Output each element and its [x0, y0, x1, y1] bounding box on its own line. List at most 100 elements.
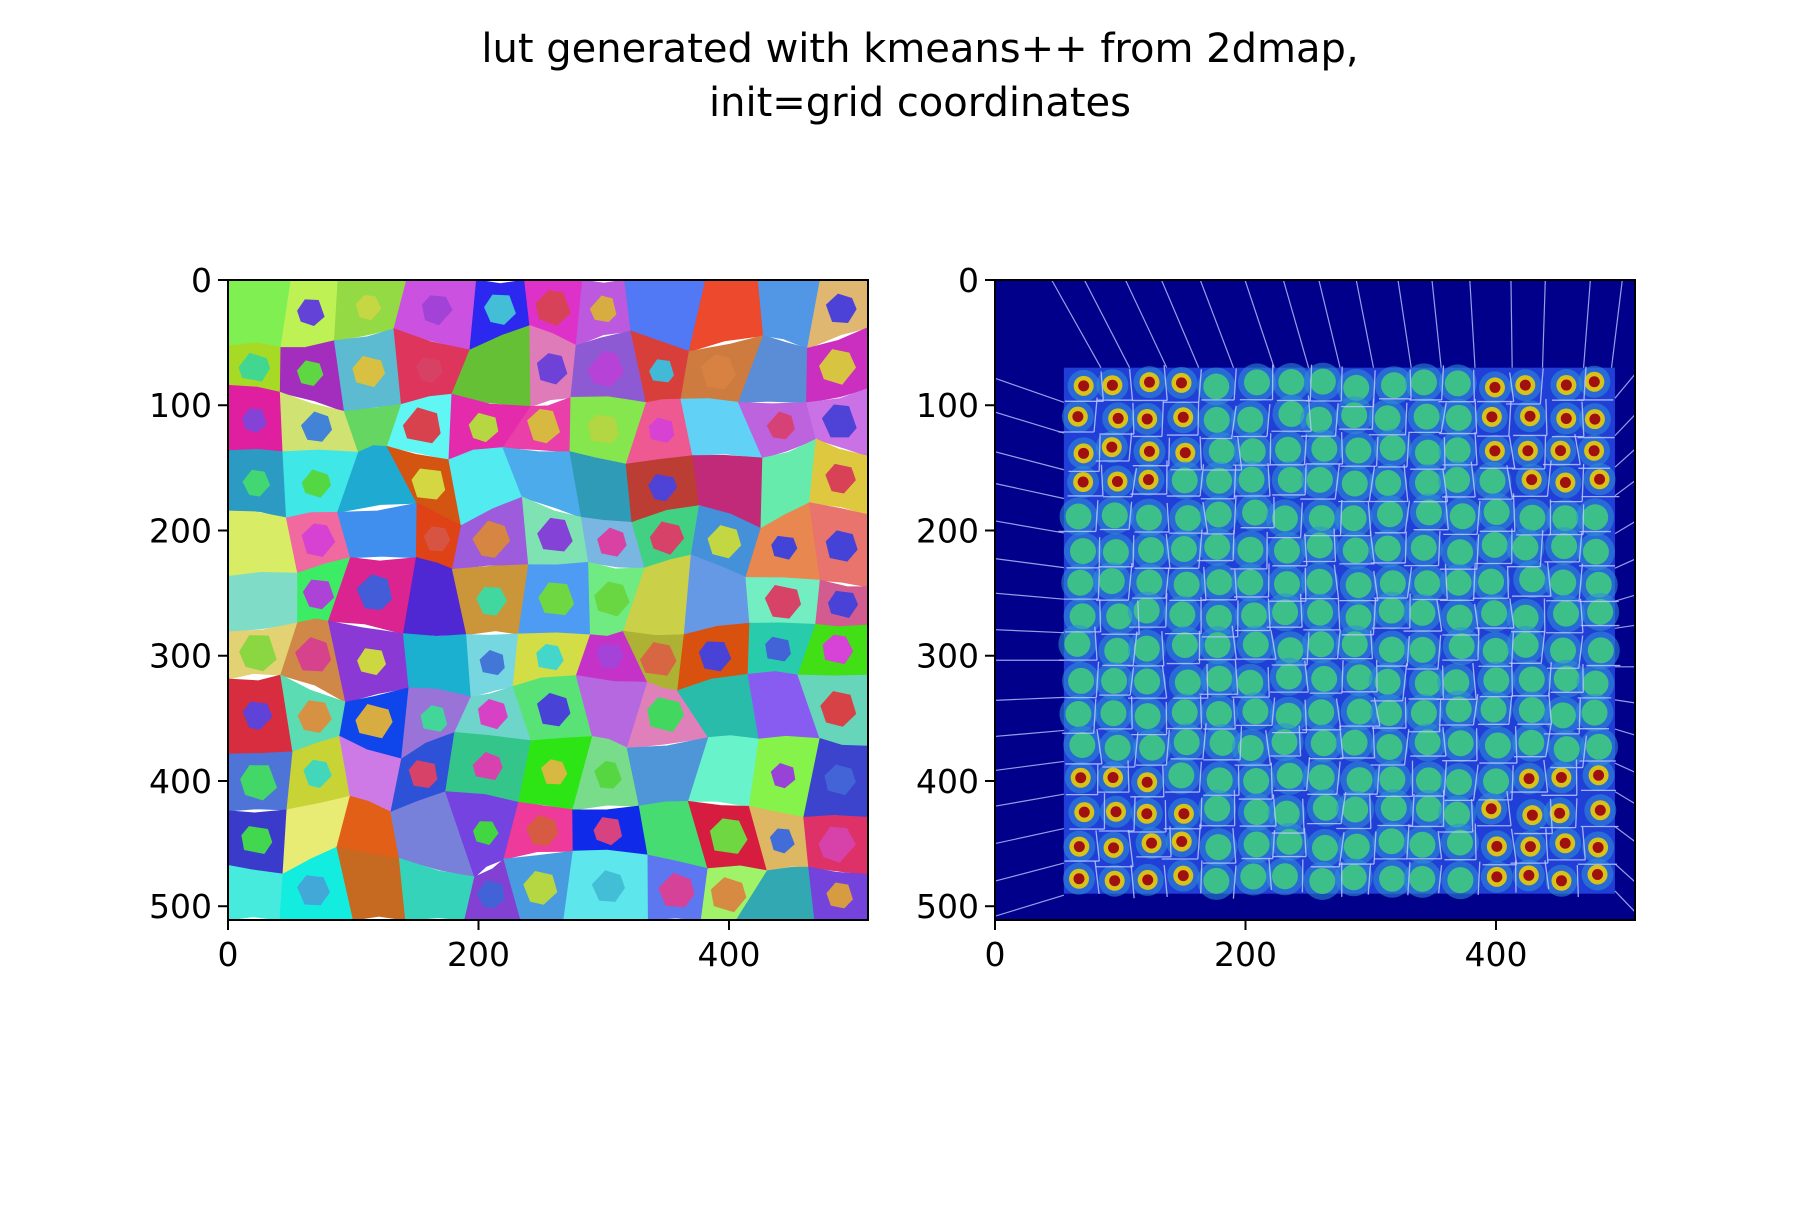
density-blob	[1375, 536, 1401, 562]
density-peak	[1108, 772, 1119, 783]
voronoi-edge	[1508, 567, 1509, 598]
density-blob	[1416, 499, 1442, 525]
density-blob	[1175, 669, 1201, 695]
density-blob	[1409, 832, 1435, 858]
density-blob	[1168, 762, 1194, 788]
density-blob	[1483, 638, 1509, 664]
y-tick-label: 400	[149, 762, 212, 801]
density-peak	[1072, 411, 1083, 422]
density-blob	[1307, 532, 1333, 558]
density-blob	[1278, 369, 1304, 395]
density-peak	[1524, 773, 1535, 784]
density-blob	[1409, 866, 1435, 892]
density-blob	[1172, 699, 1198, 725]
density-blob	[1244, 799, 1270, 825]
density-blob	[1379, 637, 1405, 663]
density-blob	[1171, 536, 1197, 562]
density-blob	[1554, 736, 1580, 762]
density-peak	[1489, 382, 1500, 393]
density-blob	[1554, 666, 1580, 692]
density-blob	[1274, 571, 1300, 597]
voronoi-edge	[1169, 438, 1170, 466]
density-peak	[1595, 805, 1606, 816]
density-blob	[1416, 796, 1442, 822]
density-blob	[1447, 539, 1473, 565]
density-blob	[1311, 666, 1337, 692]
density-blob	[1485, 732, 1511, 758]
density-peak	[1078, 380, 1089, 391]
density-blob	[1136, 569, 1162, 595]
density-blob	[1174, 572, 1200, 598]
y-tick-label: 200	[916, 511, 979, 550]
density-blob	[1174, 729, 1200, 755]
lut-subcell	[412, 468, 446, 499]
lut-subcell	[765, 637, 791, 662]
density-blob	[1307, 600, 1333, 626]
density-peak	[1525, 411, 1536, 422]
density-peak	[1107, 380, 1118, 391]
y-tick-label: 400	[916, 762, 979, 801]
density-peak	[1589, 414, 1600, 425]
density-peak	[1556, 875, 1567, 886]
density-blob	[1205, 834, 1231, 860]
density-peak	[1589, 376, 1600, 387]
density-blob	[1583, 670, 1609, 696]
density-blob	[1445, 437, 1471, 463]
density-blob	[1203, 868, 1229, 894]
density-blob	[1379, 766, 1405, 792]
density-blob	[1311, 730, 1337, 756]
density-blob	[1172, 467, 1198, 493]
density-blob	[1344, 834, 1370, 860]
density-blob	[1244, 369, 1270, 395]
density-blob	[1244, 831, 1270, 857]
density-blob	[1375, 405, 1401, 431]
density-blob	[1481, 600, 1507, 626]
y-tick-label: 100	[916, 386, 979, 425]
density-blob	[1104, 638, 1130, 664]
density-peak	[1527, 810, 1538, 821]
density-blob	[1311, 436, 1337, 462]
density-blob	[1582, 700, 1608, 726]
density-blob	[1239, 467, 1265, 493]
density-blob	[1381, 795, 1407, 821]
density-blob	[1172, 632, 1198, 658]
density-blob	[1275, 437, 1301, 463]
density-peak	[1178, 808, 1189, 819]
density-blob	[1242, 500, 1268, 526]
density-blob	[1274, 538, 1300, 564]
density-peak	[1109, 875, 1120, 886]
density-blob	[1102, 502, 1128, 528]
voronoi-edge	[1341, 367, 1342, 401]
density-blob	[1478, 569, 1504, 595]
density-blob	[1449, 633, 1475, 659]
density-blob	[1138, 537, 1164, 563]
density-peak	[1074, 873, 1085, 884]
density-blob	[1415, 670, 1441, 696]
density-blob	[1206, 468, 1232, 494]
density-blob	[1204, 407, 1230, 433]
density-blob	[1274, 801, 1300, 827]
density-peak	[1180, 447, 1191, 458]
density-blob	[1519, 566, 1545, 592]
density-blob	[1447, 829, 1473, 855]
density-peak	[1491, 841, 1502, 852]
density-blob	[1481, 696, 1507, 722]
density-blob	[1444, 467, 1470, 493]
density-blob	[1203, 373, 1229, 399]
voronoi-edge	[1233, 530, 1234, 560]
density-blob	[1312, 835, 1338, 861]
y-tick-label: 300	[916, 637, 979, 676]
density-blob	[1272, 505, 1298, 531]
density-peak	[1113, 413, 1124, 424]
density-blob	[1175, 505, 1201, 531]
density-blob	[1416, 767, 1442, 793]
density-blob	[1410, 637, 1436, 663]
density-blob	[1411, 369, 1437, 395]
density-blob	[1278, 467, 1304, 493]
density-peak	[1078, 448, 1089, 459]
density-blob	[1238, 735, 1264, 761]
density-peak	[1561, 413, 1572, 424]
density-peak	[1560, 477, 1571, 488]
density-blob	[1243, 768, 1269, 794]
